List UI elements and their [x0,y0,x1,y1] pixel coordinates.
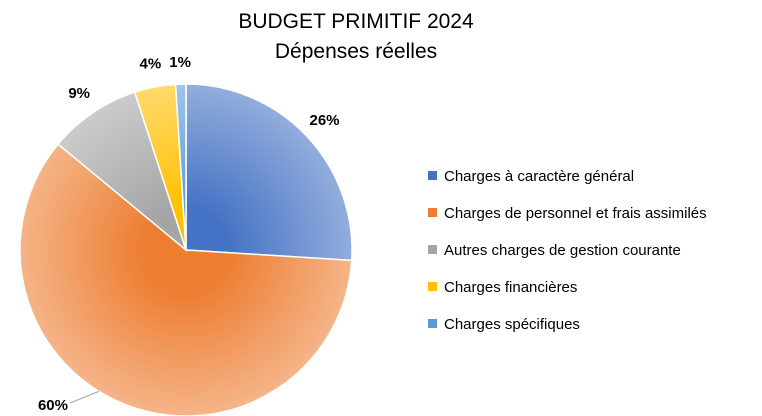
pie-data-labels: 26% 60% 9% 4% 1% [38,54,340,414]
pie-slice-autres-charges-de-gestion-courante [57,91,188,253]
legend-label-autres-charges-de-gestion-courante: Autres charges de gestion courante [444,242,681,259]
legend-swatch-charges-a-caractere-general [428,171,437,180]
legend: Charges à caractère général Charges de pe… [428,168,707,333]
data-label-charges-specifiques: 1% [169,54,191,71]
data-label-autres-charges-de-gestion-courante: 9% [68,85,90,102]
legend-swatch-charges-specifiques [428,319,437,328]
pie-slices [19,83,353,416]
chart-subtitle: Dépenses réelles [275,40,437,63]
pie-slice-charges-a-caractere-general [185,83,353,262]
legend-label-charges-de-personnel-et-frais-assimiles: Charges de personnel et frais assimilés [444,205,707,222]
data-label-charges-de-personnel-et-frais-assimiles: 60% [38,397,68,414]
legend-swatch-charges-financieres [428,282,437,291]
leader-line [69,390,100,404]
legend-swatch-autres-charges-de-gestion-courante [428,245,437,254]
legend-label-charges-a-caractere-general: Charges à caractère général [444,168,634,185]
chart-title: BUDGET PRIMITIF 2024 [238,10,474,33]
legend-label-charges-financieres: Charges financières [444,279,577,296]
pie-slice-charges-de-personnel-et-frais-assimiles [19,143,353,416]
data-label-charges-financieres: 4% [140,55,162,72]
data-label-charges-a-caractere-general: 26% [309,112,339,129]
legend-label-charges-specifiques: Charges spécifiques [444,316,580,333]
pie-slice-charges-specifiques [174,83,187,251]
legend-swatch-charges-de-personnel-et-frais-assimiles [428,208,437,217]
